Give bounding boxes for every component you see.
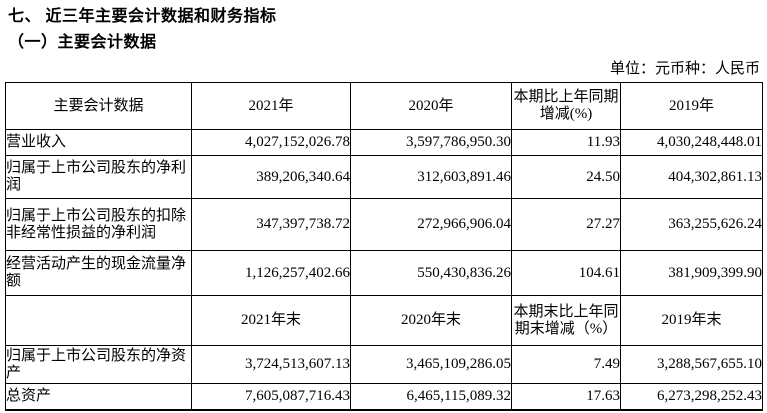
value-2021: 1,126,257,402.66	[191, 250, 351, 296]
table-row-net-profit-excl-nonrecurring: 归属于上市公司股东的扣除非经常性损益的净利润 347,397,738.72 27…	[5, 198, 763, 251]
value-change: 104.61	[511, 250, 621, 296]
value-2020: 3,465,109,286.05	[350, 345, 512, 384]
value-2020: 6,465,115,089.32	[350, 383, 512, 411]
unit-note: 单位：元币种：人民币	[609, 61, 760, 77]
value-2020: 312,603,891.46	[350, 155, 512, 199]
value-change: 11.93	[511, 129, 621, 156]
row-label: 归属于上市公司股东的净利润	[5, 155, 192, 199]
value-change: 27.27	[511, 198, 621, 251]
value-change: 17.63	[511, 383, 621, 411]
value-2019: 381,909,399.90	[620, 250, 763, 296]
col-header-2020: 2020年	[350, 82, 512, 130]
value-2019: 4,030,248,448.01	[620, 129, 763, 156]
value-2019: 6,273,298,252.43	[620, 383, 763, 411]
table-row-net-assets: 归属于上市公司股东的净资产 3,724,513,607.13 3,465,109…	[5, 345, 763, 384]
value-2021: 3,724,513,607.13	[191, 345, 351, 384]
value-2021: 7,605,087,716.43	[191, 383, 351, 411]
value-2020: 3,597,786,950.30	[350, 129, 512, 156]
value-2020: 550,430,836.26	[350, 250, 512, 296]
value-2021: 4,027,152,026.78	[191, 129, 351, 156]
value-2020: 272,966,906.04	[350, 198, 512, 251]
row-label: 营业收入	[5, 129, 192, 156]
financial-report-page: 七、 近三年主要会计数据和财务指标 （一）主要会计数据 单位：元币种：人民币 主…	[5, 7, 763, 411]
table-row-net-profit: 归属于上市公司股东的净利润 389,206,340.64 312,603,891…	[5, 155, 763, 199]
accounting-data-table: 主要会计数据 2021年 2020年 本期比上年同期增减(%) 2019年 营业…	[5, 82, 763, 411]
table-row-revenue: 营业收入 4,027,152,026.78 3,597,786,950.30 1…	[5, 129, 763, 156]
value-2021: 347,397,738.72	[191, 198, 351, 251]
value-2021: 389,206,340.64	[191, 155, 351, 199]
value-2019: 404,302,861.13	[620, 155, 763, 199]
table-subheader-row: 2021年末 2020年末 本期末比上年同期末增减（%） 2019年末	[5, 295, 763, 346]
subheader-2021-end: 2021年末	[191, 295, 351, 346]
table-header-row: 主要会计数据 2021年 2020年 本期比上年同期增减(%) 2019年	[5, 82, 763, 130]
row-label: 归属于上市公司股东的净资产	[5, 345, 192, 384]
section-title: 七、 近三年主要会计数据和财务指标	[8, 8, 277, 25]
subheader-label-empty	[5, 295, 192, 346]
subheader-2019-end: 2019年末	[620, 295, 763, 346]
col-header-2021: 2021年	[191, 82, 351, 130]
row-label: 总资产	[5, 383, 192, 411]
subheader-2020-end: 2020年末	[350, 295, 512, 346]
subheader-change: 本期末比上年同期末增减（%）	[511, 295, 621, 346]
value-2019: 363,255,626.24	[620, 198, 763, 251]
subsection-title: （一）主要会计数据	[8, 34, 157, 51]
table-row-operating-cash-flow: 经营活动产生的现金流量净额 1,126,257,402.66 550,430,8…	[5, 250, 763, 296]
value-change: 7.49	[511, 345, 621, 384]
row-label: 经营活动产生的现金流量净额	[5, 250, 192, 296]
row-label: 归属于上市公司股东的扣除非经常性损益的净利润	[5, 198, 192, 251]
value-change: 24.50	[511, 155, 621, 199]
col-header-label: 主要会计数据	[5, 82, 192, 130]
value-2019: 3,288,567,655.10	[620, 345, 763, 384]
table-row-total-assets: 总资产 7,605,087,716.43 6,465,115,089.32 17…	[5, 383, 763, 411]
col-header-2019: 2019年	[620, 82, 763, 130]
col-header-change: 本期比上年同期增减(%)	[511, 82, 621, 130]
